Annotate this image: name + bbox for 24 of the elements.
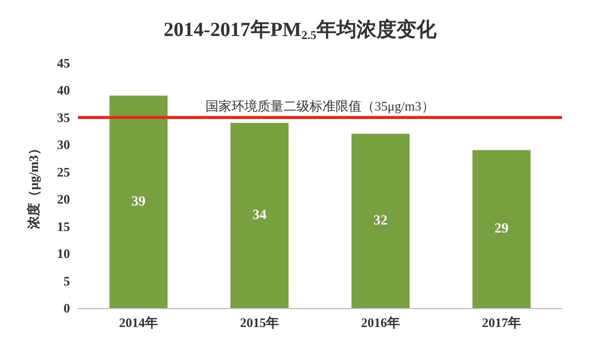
y-tick-label: 0 (64, 300, 70, 316)
data-label: 32 (374, 213, 388, 228)
data-label: 39 (132, 194, 146, 210)
ref-line-label: 国家环境质量二级标准限值（35μg/m3） (206, 98, 434, 114)
y-tick-label: 45 (57, 56, 70, 70)
x-tick-label: 2017年 (482, 315, 521, 330)
y-tick-label: 25 (57, 164, 70, 180)
bar (109, 96, 168, 308)
bar (230, 122, 289, 308)
x-tick-label: 2016年 (361, 315, 400, 330)
data-label: 34 (252, 208, 266, 223)
bar (472, 150, 531, 308)
x-tick-label: 2015年 (240, 315, 279, 330)
y-tick-label: 15 (57, 218, 70, 234)
data-label: 29 (494, 222, 508, 237)
y-tick-label: 30 (57, 137, 70, 152)
y-tick-label: 10 (57, 246, 70, 262)
y-tick-label: 40 (57, 82, 70, 98)
y-tick-label: 5 (64, 273, 70, 288)
x-tick-label: 2014年 (119, 315, 158, 330)
y-axis-title: 浓度（μg/m3） (26, 142, 41, 230)
bar (351, 134, 410, 308)
y-tick-label: 20 (57, 192, 70, 207)
y-tick-label: 35 (57, 110, 70, 125)
